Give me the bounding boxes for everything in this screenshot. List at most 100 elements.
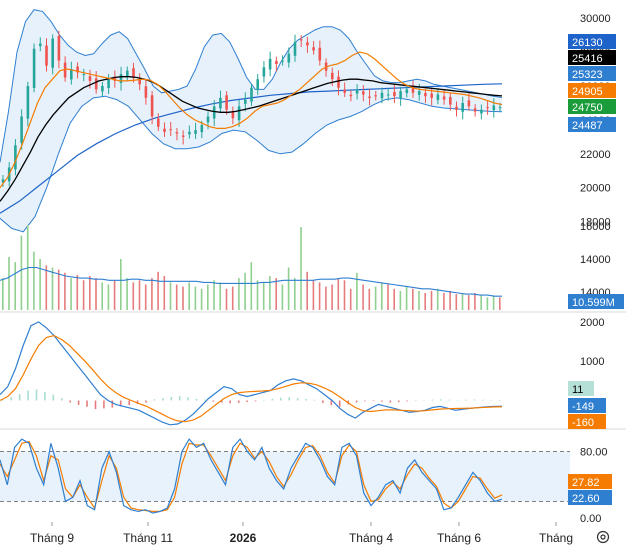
volume-bar	[95, 278, 97, 310]
candle-body	[486, 107, 489, 109]
candle-body	[14, 145, 17, 170]
candle-body	[368, 96, 371, 98]
volume-bar	[138, 280, 141, 311]
price-tick-label: 22000	[580, 149, 611, 161]
candle-body	[281, 60, 284, 62]
volume-bar	[244, 272, 246, 310]
candle-body	[331, 72, 334, 80]
candle-body	[393, 91, 396, 97]
candle-body	[20, 116, 23, 143]
macd-signal-line	[0, 334, 503, 423]
price-badge-label: 24750	[572, 102, 603, 114]
candle-body	[262, 67, 266, 77]
macd-histogram-bar	[2, 399, 4, 401]
price-badge	[568, 99, 616, 114]
macd-histogram-bar	[69, 400, 71, 403]
candle-body	[473, 108, 477, 112]
volume-bar	[144, 284, 147, 310]
grid-layer	[0, 311, 626, 430]
candle-body	[424, 93, 427, 97]
candle-body	[194, 130, 197, 134]
price-badge-label: 25416	[572, 53, 603, 65]
time-axis: Tháng 9 Tháng 11 2026 Tháng 4 Tháng 6 Tháng	[30, 522, 573, 545]
volume-bar	[318, 282, 321, 310]
candle-body	[88, 76, 92, 81]
candle-body	[455, 106, 458, 110]
candle-body	[132, 68, 135, 78]
price-tick-label: 18000	[580, 217, 611, 229]
macd-histogram-bar	[372, 400, 375, 402]
macd-histogram-bar	[35, 389, 38, 401]
candle-body	[181, 135, 185, 137]
candle-body	[349, 94, 353, 97]
volume-bar	[45, 265, 48, 310]
candle-body	[163, 128, 166, 132]
macd-histogram-bar	[389, 400, 392, 403]
candle-body	[107, 79, 110, 88]
macd-histogram-bar	[61, 398, 63, 401]
volume-bar	[120, 259, 122, 310]
macd-histogram-bar	[271, 398, 274, 401]
volume-bar	[443, 293, 445, 310]
volume-bar	[238, 278, 240, 310]
volume-bar	[405, 286, 408, 310]
volume-bar	[325, 286, 327, 310]
macd-histogram-bar	[490, 399, 493, 401]
macd-histogram-bar	[195, 398, 198, 401]
macd-histogram-bar	[145, 400, 147, 403]
volume-bar	[269, 276, 271, 310]
volume-bar	[113, 280, 116, 311]
macd-histogram-bar	[448, 399, 451, 401]
macd-histogram-bar	[414, 400, 417, 402]
volume-bar	[343, 280, 346, 311]
candle-body	[1, 179, 5, 183]
candle-body	[188, 131, 191, 135]
volume-bar	[430, 290, 433, 310]
volume-ma-line	[0, 266, 502, 297]
volume-bar	[306, 271, 308, 311]
volume-bar	[169, 282, 172, 310]
candle-body	[244, 99, 247, 104]
sma-line	[0, 76, 503, 202]
time-axis-label: Tháng 6	[437, 531, 481, 545]
candle-body	[206, 116, 210, 123]
volume-bar	[213, 280, 215, 311]
time-axis-label: Tháng 11	[123, 531, 173, 545]
volume-bar	[101, 282, 103, 310]
macd-badge	[568, 398, 606, 413]
bollinger-lower-line	[0, 95, 503, 233]
volume-bar	[188, 282, 190, 310]
volume-bar	[107, 284, 110, 310]
macd-histogram-bar	[86, 400, 88, 407]
gear-icon[interactable]	[596, 530, 610, 544]
candle-body	[268, 58, 272, 70]
candle-body	[169, 129, 172, 131]
macd-histogram-bar	[111, 400, 114, 408]
volume-bar	[250, 262, 253, 310]
macd-badge-label: -160	[572, 417, 594, 429]
volume-bar	[82, 280, 85, 311]
price-badge	[568, 50, 616, 65]
candle-body	[380, 92, 384, 99]
candle-body	[250, 87, 253, 102]
candle-body	[39, 43, 42, 47]
candle-body	[175, 132, 179, 134]
volume-bar	[231, 286, 234, 310]
candle-body	[150, 95, 154, 117]
candle-body	[436, 94, 440, 100]
candle-body	[157, 118, 160, 127]
volume-bar	[480, 295, 482, 310]
macd-badge	[568, 381, 594, 396]
price-badge-label: 24487	[572, 120, 603, 132]
volume-bar	[436, 288, 439, 311]
volume-bar	[2, 278, 4, 310]
time-axis-label: Tháng 4	[349, 531, 393, 545]
volume-bar	[151, 278, 153, 310]
macd-histogram-bar	[473, 399, 476, 401]
price-badge-label: 24905	[572, 86, 603, 98]
macd-histogram-bar	[178, 396, 181, 401]
candle-body	[461, 103, 464, 112]
macd-badge	[568, 414, 606, 429]
candle-body	[32, 48, 36, 88]
candle-body	[126, 70, 129, 77]
